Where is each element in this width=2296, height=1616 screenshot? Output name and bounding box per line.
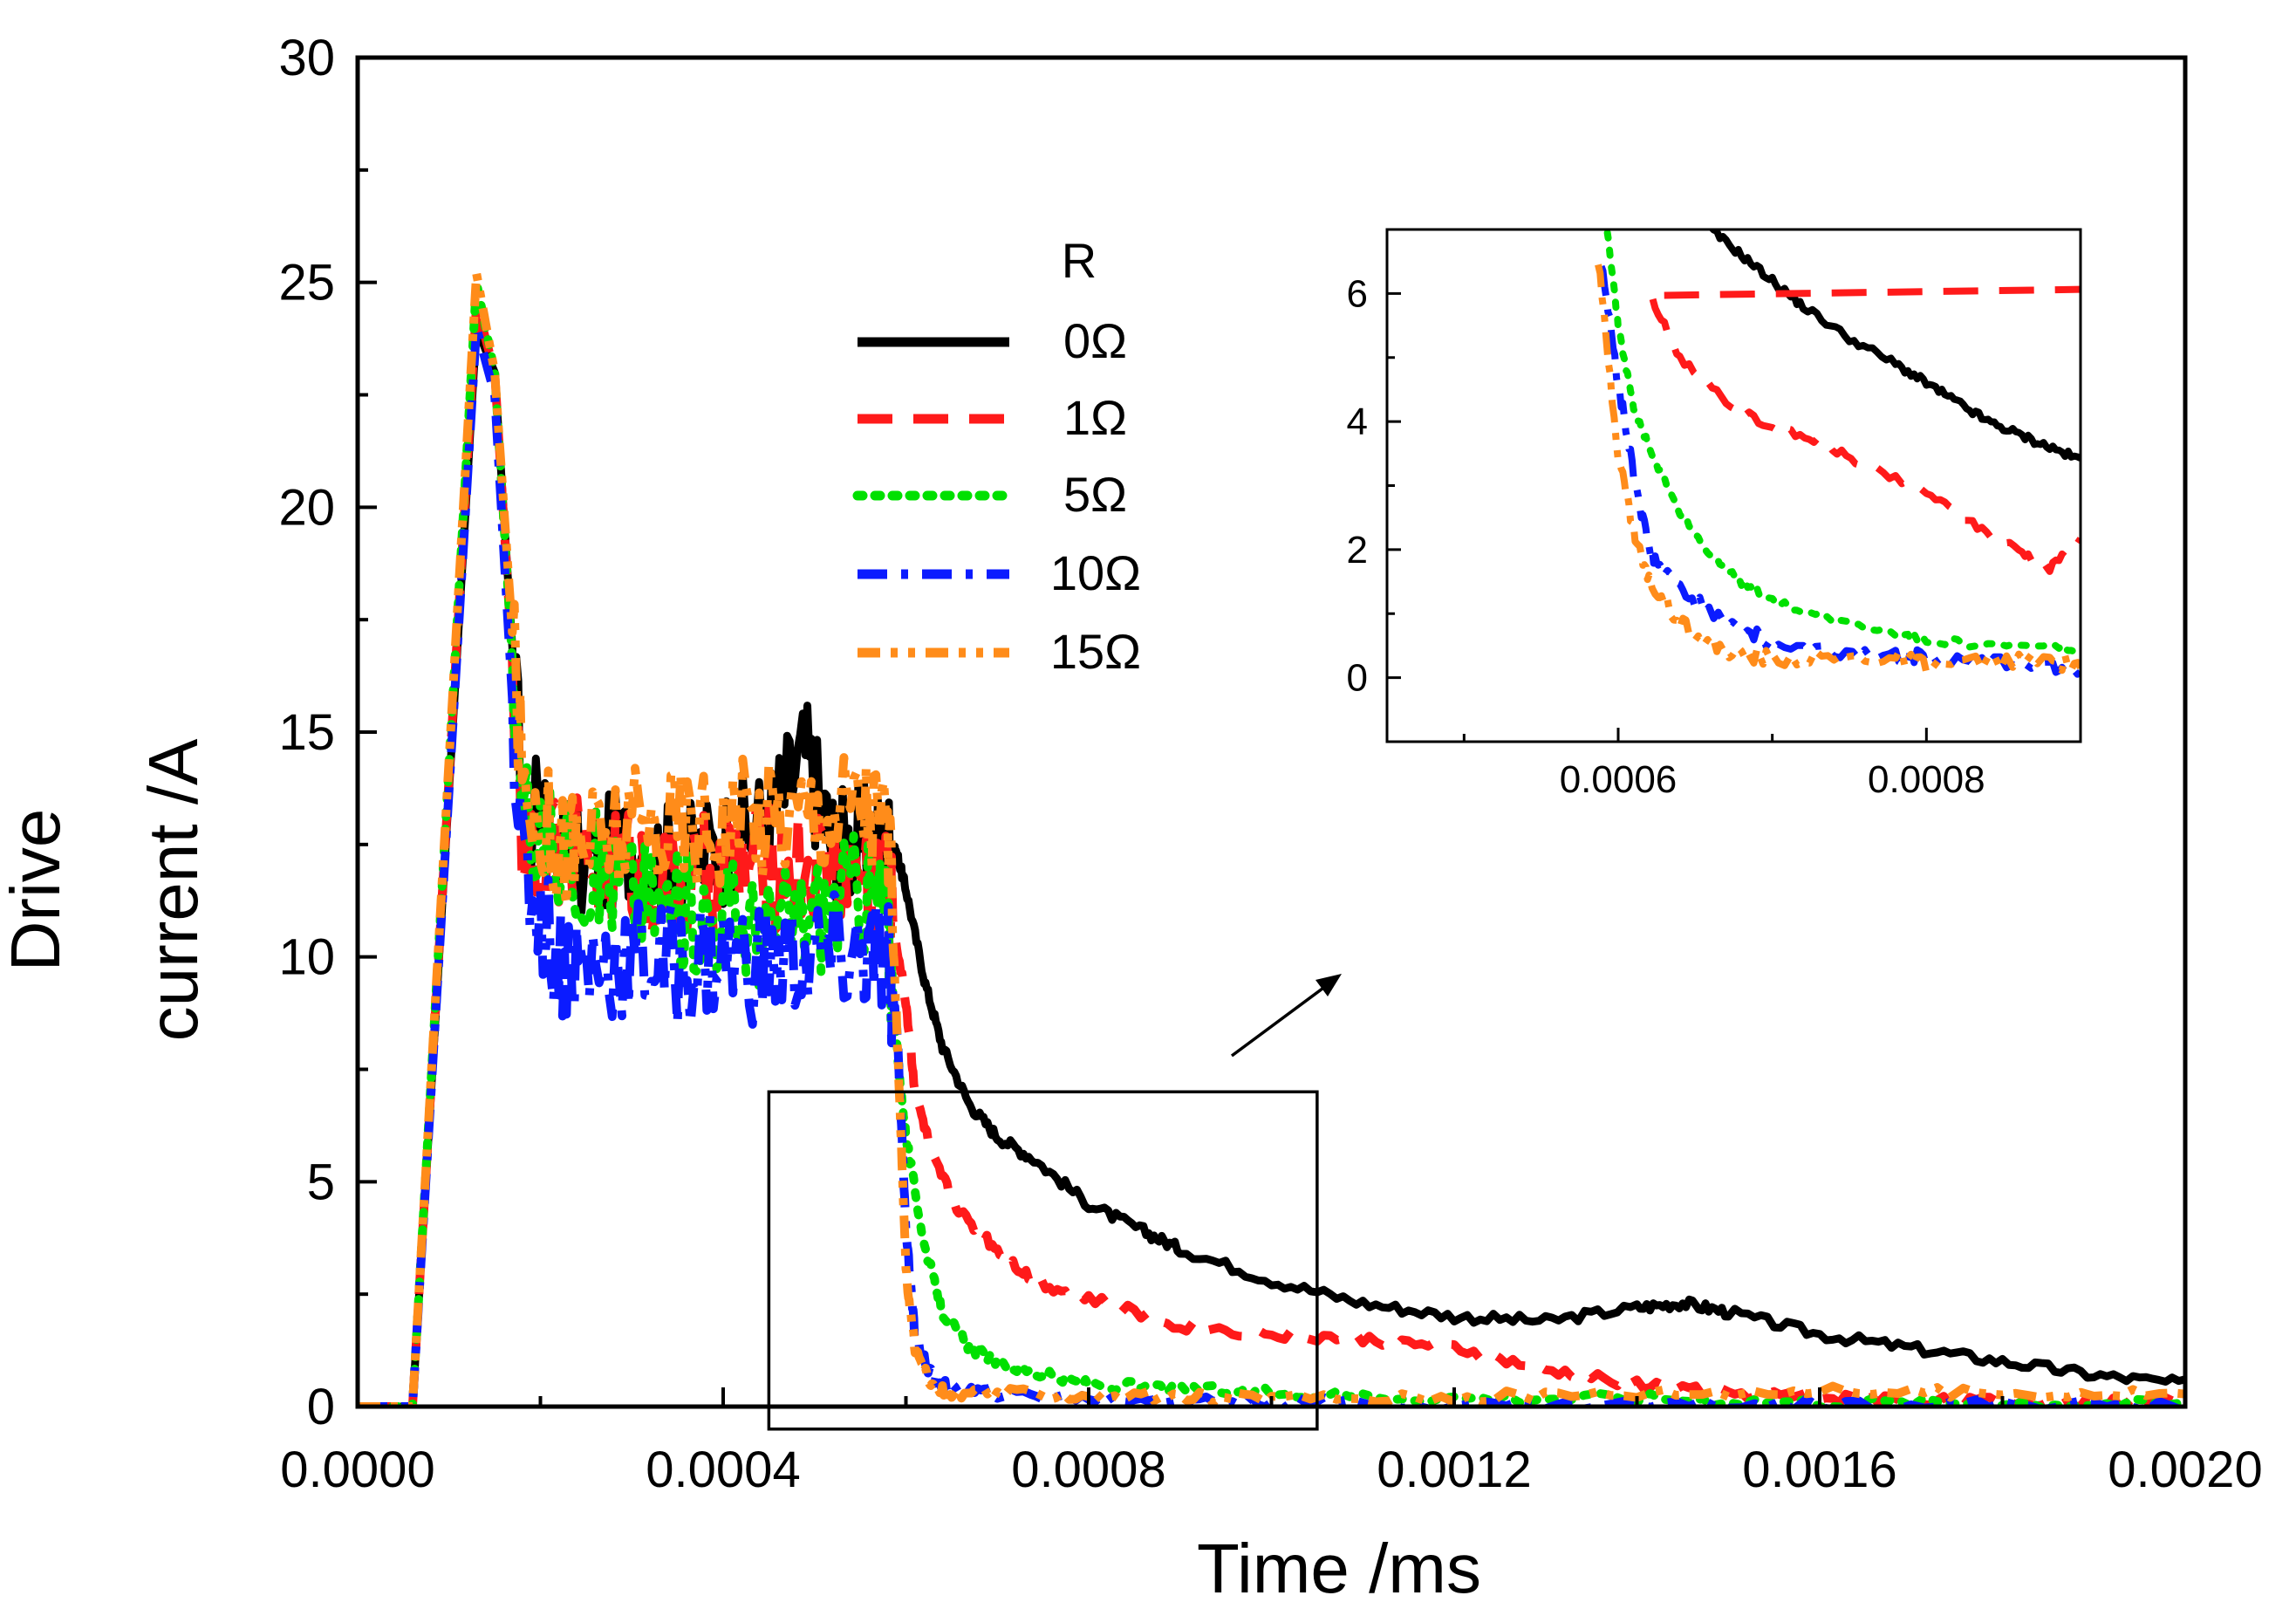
y-tick-label: 0 (307, 1379, 335, 1435)
x-tick-label: 0.0016 (1742, 1441, 1896, 1498)
y-tick-label: 20 (278, 479, 335, 536)
x-tick-label: 0.0012 (1377, 1441, 1531, 1498)
y-axis-title-line2: current /A (134, 738, 212, 1041)
zoom-arrow-head (1315, 974, 1342, 996)
inset-y-tick-label: 6 (1347, 272, 1368, 315)
inset-series-line-1 (1708, 229, 2081, 462)
inset-y-tick-label: 4 (1347, 401, 1368, 443)
x-axis-title: Time /ms (1197, 1530, 1481, 1607)
inset-y-tick-label: 0 (1347, 657, 1368, 700)
x-tick-label: 0.0020 (2108, 1441, 2262, 1498)
y-tick-label: 15 (278, 704, 335, 761)
inset-series-line-2 (1645, 285, 2081, 575)
legend-title: R (1062, 233, 1097, 288)
inset-plot: 0.0006 0.0008 0 2 4 6 (1347, 228, 2082, 801)
series-line-4 (358, 323, 2185, 1407)
x-tick-label: 0.0004 (646, 1441, 800, 1498)
legend-label-1ohm: 1Ω (1063, 390, 1127, 445)
series-line-5 (358, 269, 2185, 1407)
inset-x-tick-label: 0.0008 (1868, 758, 1985, 801)
legend: R 0Ω 1Ω 5Ω 10Ω 15Ω (852, 233, 1141, 679)
y-tick-label: 10 (278, 929, 335, 986)
legend-label-5ohm: 5Ω (1063, 467, 1127, 522)
y-tick-label: 30 (278, 30, 335, 86)
main-plot: 0.0000 0.0004 0.0008 0.0012 0.0016 0.0020 0 5 10… (278, 30, 2262, 1498)
y-tick-label: 5 (307, 1154, 335, 1210)
series-line-2 (358, 300, 2185, 1407)
zoom-arrow-shaft (1230, 984, 1328, 1058)
inset-y-tick-label: 2 (1347, 529, 1368, 572)
legend-label-0ohm: 0Ω (1063, 313, 1127, 368)
inset-series-line-3 (1603, 229, 2081, 655)
inset-x-tick-label: 0.0006 (1560, 758, 1678, 801)
inset-series-line-4 (1597, 264, 2081, 678)
y-axis-title-line1: Drive (0, 809, 74, 972)
inset-series-line-5 (1595, 264, 2081, 676)
y-tick-label: 25 (278, 255, 335, 312)
x-tick-label: 0.0008 (1011, 1441, 1165, 1498)
x-tick-label: 0.0000 (280, 1441, 434, 1498)
zoom-box (767, 1090, 1319, 1431)
legend-label-15ohm: 15Ω (1050, 624, 1141, 679)
legend-label-10ohm: 10Ω (1050, 545, 1141, 600)
